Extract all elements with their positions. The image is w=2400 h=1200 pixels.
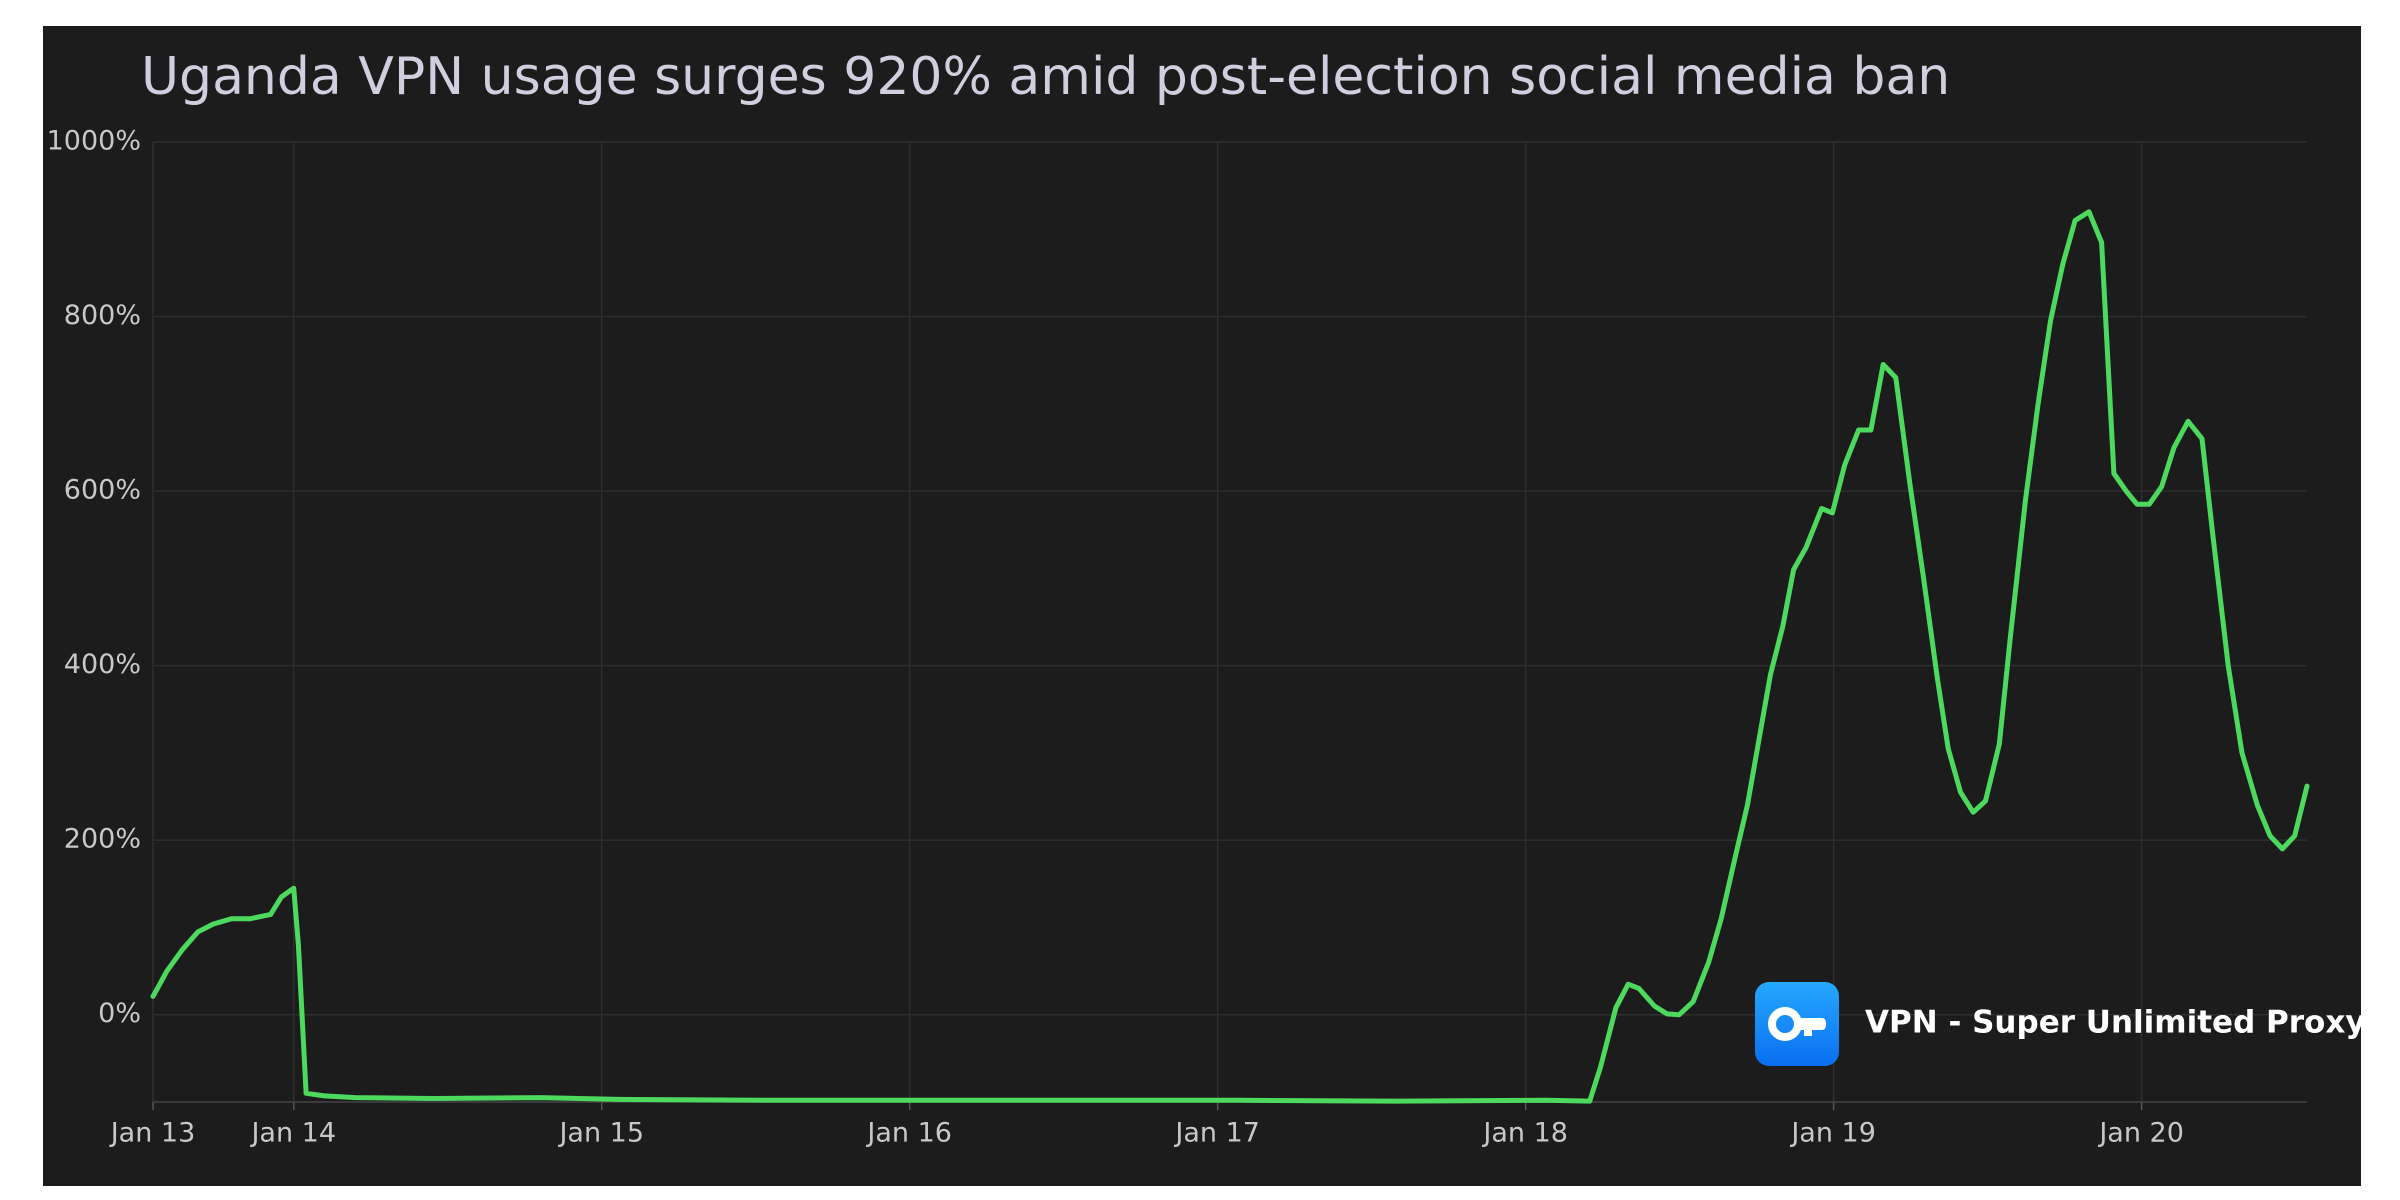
y-tick-label: 1000% [47, 126, 141, 157]
y-tick-label: 600% [64, 475, 141, 506]
y-tick-label: 400% [64, 649, 141, 680]
panel [43, 26, 2361, 1186]
x-tick-label: Jan 16 [865, 1118, 952, 1149]
grid: 0% 200% 400% 600% 800% 1000% Jan 13 Jan 14 Jan 1… [47, 126, 2307, 1149]
chart-title: Uganda VPN usage surges 920% amid post-e… [141, 47, 1950, 107]
badge: VPN - Super Unlimited Proxy [1755, 982, 2366, 1066]
x-tick-label: Jan 20 [2097, 1118, 2184, 1149]
key-shaft [1798, 1018, 1826, 1036]
x-tick-label: Jan 18 [1481, 1118, 1568, 1149]
plot [150, 209, 2310, 1104]
y-tick-label: 800% [64, 300, 141, 331]
x-tick-label: Jan 19 [1789, 1118, 1876, 1149]
x-tick-label: Jan 15 [557, 1118, 644, 1149]
y-tick-label: 200% [64, 824, 141, 855]
badge-text: VPN - Super Unlimited Proxy [1865, 1005, 2366, 1041]
x-tick-label: Jan 13 [109, 1118, 196, 1149]
x-tick-label: Jan 14 [249, 1118, 336, 1149]
data-line [150, 209, 2310, 1104]
y-tick-label: 0% [98, 998, 141, 1029]
x-tick-label: Jan 17 [1173, 1118, 1260, 1149]
